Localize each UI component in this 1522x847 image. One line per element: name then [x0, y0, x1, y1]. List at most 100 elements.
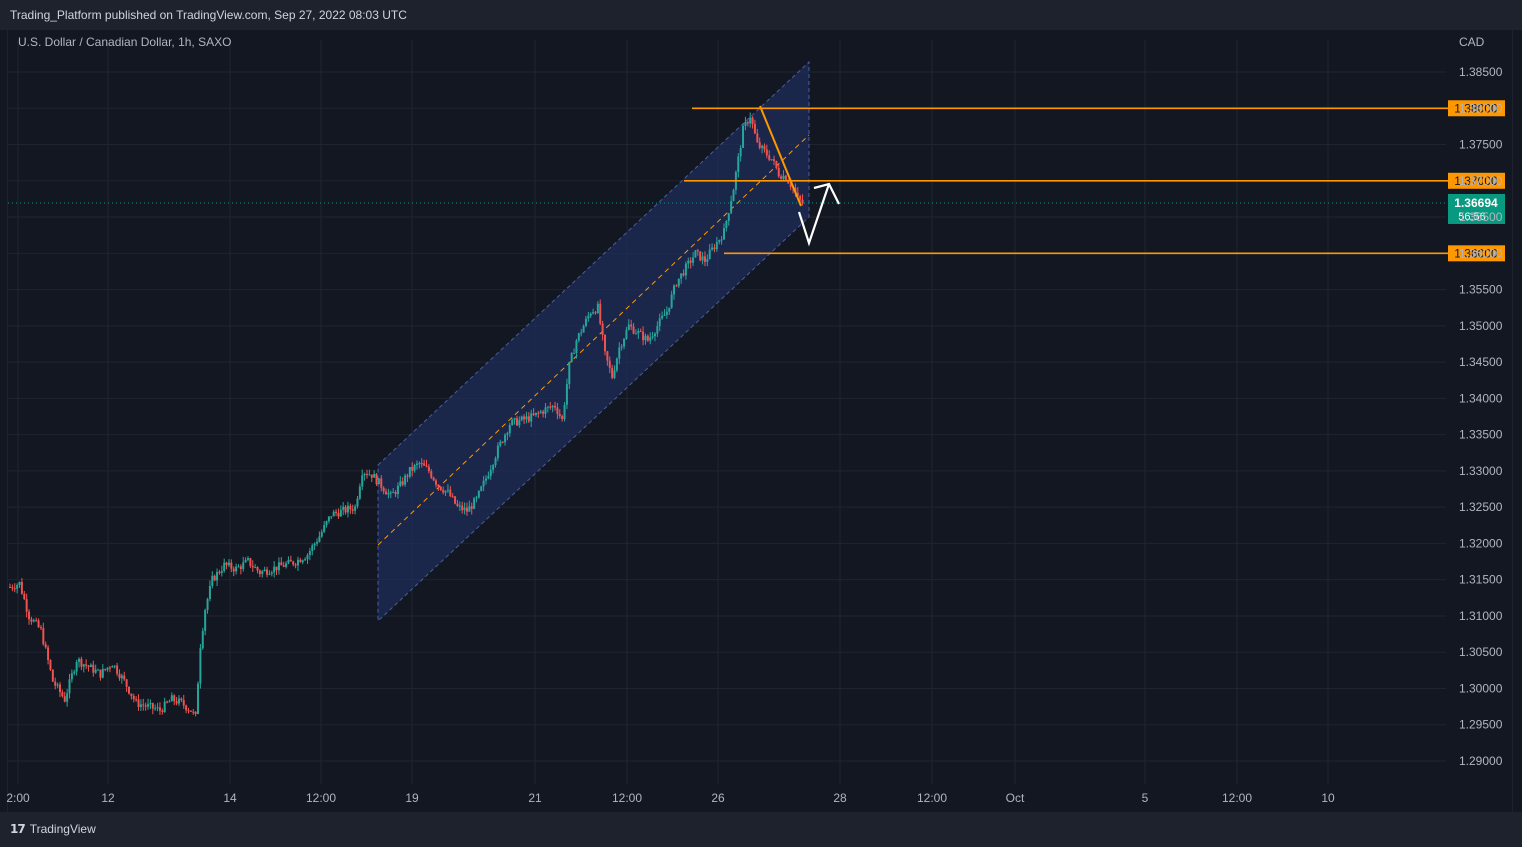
candle-body: [561, 416, 564, 420]
candle-body: [532, 413, 535, 415]
x-tick-label: 14: [223, 791, 237, 805]
candle-body: [327, 516, 330, 522]
candle-body: [151, 703, 154, 709]
y-tick-label: 1.32000: [1459, 536, 1503, 550]
candle-body: [573, 353, 576, 355]
candle-body: [185, 705, 188, 711]
candle-body: [139, 704, 142, 708]
candle-body: [227, 562, 230, 566]
candle-body: [106, 667, 109, 670]
x-tick-label: 28: [833, 791, 847, 805]
publish-info: Trading_Platform published on TradingVie…: [10, 8, 407, 22]
candle-body: [356, 498, 359, 507]
candle-body: [725, 220, 728, 229]
candle-body: [758, 142, 761, 148]
candle-body: [682, 273, 685, 276]
tradingview-brand: TradingView: [29, 822, 96, 836]
candle-body: [28, 611, 31, 620]
candle-body: [525, 416, 528, 420]
x-tick-label: 12:00: [306, 791, 336, 805]
candle-body: [349, 505, 352, 510]
candle-body: [332, 511, 335, 517]
candle-body: [711, 247, 714, 250]
candle-body: [656, 326, 659, 334]
candle-body: [266, 569, 269, 575]
candle-body: [463, 507, 466, 511]
candle-body: [230, 562, 233, 569]
candle-body: [632, 326, 635, 334]
candle-body: [580, 332, 583, 334]
x-tick-label: 12: [101, 791, 115, 805]
candle-body: [537, 412, 540, 414]
candle-body: [51, 669, 54, 682]
candle-body: [308, 551, 311, 556]
candle-body: [715, 242, 718, 250]
candle-body: [258, 570, 261, 575]
candle-body: [742, 125, 745, 148]
candle-body: [335, 511, 338, 513]
candle-body: [344, 506, 347, 513]
candle-body: [373, 474, 376, 478]
candle-body: [116, 665, 119, 674]
candle-body: [499, 441, 502, 446]
candle-body: [311, 545, 314, 552]
candle-body: [396, 485, 399, 495]
candle-body: [49, 660, 52, 670]
countdown-label: 56:56: [1458, 211, 1486, 223]
projection-path: [797, 183, 831, 247]
candle-body: [446, 489, 449, 491]
candle-body: [625, 329, 628, 339]
candle-body: [144, 705, 147, 707]
candle-body: [408, 466, 411, 477]
candle-body: [589, 313, 592, 316]
candle-body: [739, 147, 742, 157]
candle-body: [506, 433, 509, 435]
candle-body: [268, 573, 271, 575]
candle-body: [703, 256, 706, 262]
candle-body: [456, 503, 459, 506]
candle-body: [468, 506, 471, 512]
candle-body: [292, 561, 295, 565]
candle-body: [789, 183, 792, 188]
candle-body: [556, 407, 559, 414]
candle-body: [430, 471, 433, 478]
candle-body: [135, 699, 138, 701]
tradingview-logo[interactable]: 17 TradingView: [10, 822, 96, 836]
candle-body: [118, 673, 121, 679]
candle-body: [285, 563, 288, 567]
candle-body: [558, 413, 561, 417]
candle-body: [304, 559, 307, 561]
candle-body: [73, 671, 76, 674]
candle-body: [156, 707, 159, 709]
candle-body: [97, 669, 100, 671]
candle-body: [35, 620, 38, 622]
x-tick-label: 12:00: [612, 791, 642, 805]
candle-body: [368, 474, 371, 476]
candle-body: [354, 506, 357, 511]
candle-body: [147, 704, 150, 707]
candle-body: [594, 312, 597, 314]
candle-body: [154, 708, 157, 710]
candle-body: [753, 124, 756, 134]
candle-body: [644, 335, 647, 341]
candle-body: [761, 145, 764, 148]
candle-body: [539, 411, 542, 413]
candle-body: [534, 412, 537, 415]
candle-body: [25, 599, 28, 612]
candle-body: [94, 669, 97, 673]
candle-body: [361, 475, 364, 487]
y-tick-label: 1.33000: [1459, 464, 1503, 478]
candle-body: [780, 176, 783, 179]
candle-body: [187, 710, 190, 712]
candle-body: [78, 658, 81, 662]
candle-body: [668, 307, 671, 312]
candle-body: [58, 684, 61, 693]
candle-body: [270, 572, 273, 574]
candle-body: [301, 560, 304, 563]
candle-body: [737, 156, 740, 172]
candle-body: [242, 562, 245, 570]
candle-body: [634, 333, 637, 335]
candle-body: [677, 278, 680, 287]
candle-body: [684, 263, 687, 276]
